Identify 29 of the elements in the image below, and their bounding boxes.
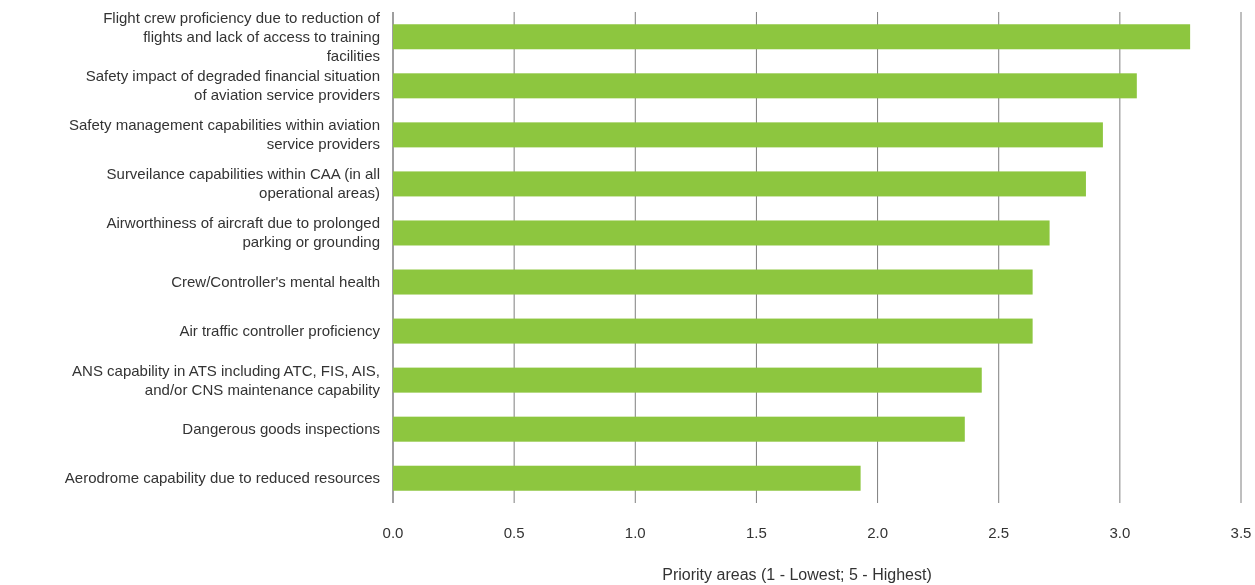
x-tick-label: 0.0: [382, 524, 404, 541]
bar: [393, 171, 1086, 197]
y-tick-label: Flight crew proficiency due to reduction of flights and lack of access to training facilities: [103, 8, 381, 64]
x-tick-label: 0.5: [503, 524, 525, 541]
x-tick-label: 2.5: [988, 524, 1010, 541]
y-tick-label: Dangerous goods inspections: [182, 420, 380, 438]
x-axis-title: Priority areas (1 - Lowest; 5 - Highest): [662, 566, 932, 583]
x-tick-label: 3.0: [1109, 524, 1131, 541]
y-tick-label: Air traffic controller proficiency: [179, 322, 381, 340]
bar: [393, 73, 1137, 99]
y-tick-label: Airworthiness of aircraft due to prolonged parking or grounding: [106, 214, 380, 251]
y-tick-label: Aerodrome capability due to reduced resources: [64, 469, 380, 487]
bar: [393, 269, 1033, 295]
bar: [393, 220, 1050, 246]
y-tick-label: Safety impact of degraded financial situation of aviation service providers: [85, 67, 380, 104]
bar: [393, 416, 965, 442]
bar: [393, 465, 861, 491]
x-tick-label: 1.0: [624, 524, 646, 541]
bar: [393, 318, 1033, 344]
x-tick-label: 3.5: [1230, 524, 1252, 541]
y-tick-label: Safety management capabilities within aviation service providers: [68, 116, 380, 153]
bar: [393, 367, 982, 393]
bar: [393, 122, 1103, 148]
bar: [393, 24, 1191, 50]
y-tick-label: ANS capability in ATS including ATC, FIS, AIS, and/or CNS maintenance capability: [72, 361, 381, 398]
y-tick-label: Surveilance capabilities within CAA (in all operational areas): [106, 165, 380, 202]
x-tick-label: 1.5: [746, 524, 767, 541]
y-tick-label: Crew/Controller's mental health: [171, 273, 380, 291]
x-tick-label: 2.0: [867, 524, 888, 541]
